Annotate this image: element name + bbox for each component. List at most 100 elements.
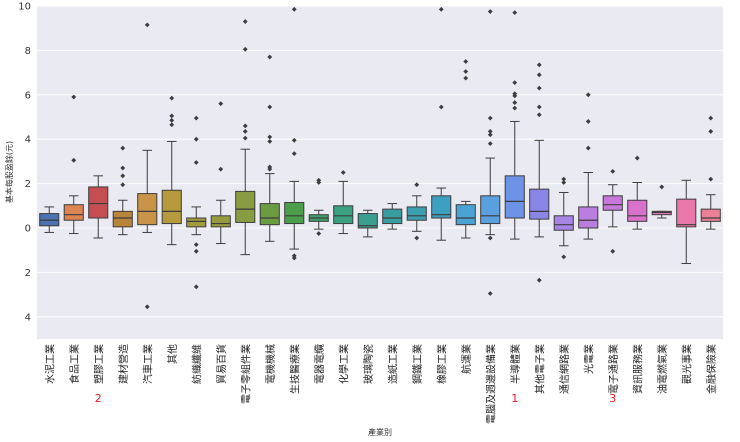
outlier-point xyxy=(610,248,616,254)
outlier-point xyxy=(267,164,273,170)
x-axis-tick-labels: 水泥工業 食品工業 塑膠工業 建材營造 汽車工業 其他 紡織纖維 貿易百貨 電子零組件業 電機機械… xyxy=(43,344,718,424)
outlier-point xyxy=(169,95,175,101)
box-10 xyxy=(259,54,280,242)
x-tick-label: 其他 xyxy=(166,344,179,364)
y-tick-label: 0 xyxy=(25,224,31,235)
box-iqr xyxy=(137,193,158,226)
box-21 xyxy=(529,62,550,283)
box-iqr xyxy=(553,215,574,231)
box-iqr xyxy=(88,186,109,219)
gridlines xyxy=(37,5,723,318)
box-19 xyxy=(480,9,501,296)
outlier-point xyxy=(536,85,542,91)
outlier-point xyxy=(242,19,248,24)
x-tick-label: 通信網路業 xyxy=(558,344,571,394)
x-tick-label: 塑膠工業 xyxy=(92,344,105,384)
box-17 xyxy=(431,6,452,241)
box-27 xyxy=(676,179,697,265)
outlier-point xyxy=(193,136,199,142)
box-iqr xyxy=(627,199,648,222)
rank-annotations: 2 1 3 xyxy=(95,392,617,405)
box-8 xyxy=(210,101,231,245)
outlier-point xyxy=(561,180,567,185)
outlier-point xyxy=(536,112,542,118)
box-iqr xyxy=(357,213,378,229)
y-tick-label: 8 xyxy=(25,46,31,57)
x-tick-label: 造紙工業 xyxy=(386,344,399,384)
box-iqr xyxy=(210,215,231,228)
box-iqr xyxy=(235,190,256,223)
box-20 xyxy=(504,10,525,240)
outlier-point xyxy=(634,155,640,161)
outlier-point xyxy=(291,151,297,157)
x-tick-label: 紡織纖維 xyxy=(190,344,203,384)
box-iqr xyxy=(186,217,207,228)
outlier-point xyxy=(487,129,493,134)
x-tick-label: 電器電纜 xyxy=(313,344,326,384)
x-tick-label: 資訊服務業 xyxy=(631,344,644,394)
outlier-point xyxy=(487,9,493,14)
outlier-point xyxy=(536,72,542,78)
outlier-point xyxy=(120,182,126,188)
box-5 xyxy=(137,22,158,310)
x-tick-label: 電腦及週邊設備業 xyxy=(484,344,497,424)
outlier-point xyxy=(169,113,175,119)
outlier-point xyxy=(463,59,469,64)
box-iqr xyxy=(284,201,305,225)
box-iqr xyxy=(578,206,599,229)
x-tick-label: 鋼鐵工業 xyxy=(411,344,424,384)
outlier-point xyxy=(463,75,469,81)
box-iqr xyxy=(382,208,403,225)
box-iqr xyxy=(480,195,501,225)
rank-annotation: 2 xyxy=(95,392,102,405)
box-1 xyxy=(39,206,60,233)
x-tick-label: 化學工業 xyxy=(337,344,350,384)
outlier-point xyxy=(291,6,297,12)
x-tick-label: 金融保險業 xyxy=(705,344,718,394)
y-tick-label: 4 xyxy=(25,135,31,146)
box-iqr xyxy=(529,188,550,220)
outlier-point xyxy=(242,135,248,141)
x-tick-label: 光電業 xyxy=(582,344,595,374)
outlier-point xyxy=(708,176,714,182)
outlier-point xyxy=(291,255,297,261)
x-tick-label: 生技醫療業 xyxy=(288,344,301,394)
rank-annotation: 3 xyxy=(609,392,616,405)
outlier-point xyxy=(561,254,567,260)
y-tick-label: 10 xyxy=(18,2,31,13)
outlier-point xyxy=(487,132,493,138)
y-tick-label: 2 xyxy=(25,179,31,190)
outlier-point xyxy=(585,92,591,98)
x-axis-title: 產業別 xyxy=(368,427,392,437)
outlier-point xyxy=(242,123,248,129)
outlier-point xyxy=(193,160,199,165)
x-tick-label: 玻璃陶瓷 xyxy=(362,344,375,384)
box-2 xyxy=(63,94,84,235)
outlier-point xyxy=(585,119,591,124)
outlier-point xyxy=(463,69,469,74)
x-tick-label: 貿易百貨 xyxy=(215,344,228,384)
x-tick-label: 觀光事業 xyxy=(680,344,693,384)
x-tick-label: 其他電子業 xyxy=(533,344,546,394)
box-14 xyxy=(357,209,378,238)
y-tick-label: 4 xyxy=(25,312,31,323)
x-tick-label: 航運業 xyxy=(460,344,473,374)
box-iqr xyxy=(259,203,280,226)
outlier-point xyxy=(487,141,493,147)
box-iqr xyxy=(406,206,427,221)
rank-annotation: 1 xyxy=(511,392,518,405)
box-12 xyxy=(308,177,329,236)
outlier-point xyxy=(512,10,518,16)
outlier-point xyxy=(144,22,150,28)
outlier-point xyxy=(512,80,518,85)
outlier-point xyxy=(71,94,77,100)
outlier-point xyxy=(536,62,542,68)
outlier-point xyxy=(438,104,444,110)
x-tick-label: 建材營造 xyxy=(117,344,130,384)
box-iqr xyxy=(504,175,525,219)
box-26 xyxy=(651,184,672,219)
outlier-point xyxy=(169,117,175,123)
box-iqr xyxy=(63,204,84,221)
x-tick-label: 電機機械 xyxy=(264,344,277,384)
box-6 xyxy=(161,95,182,246)
